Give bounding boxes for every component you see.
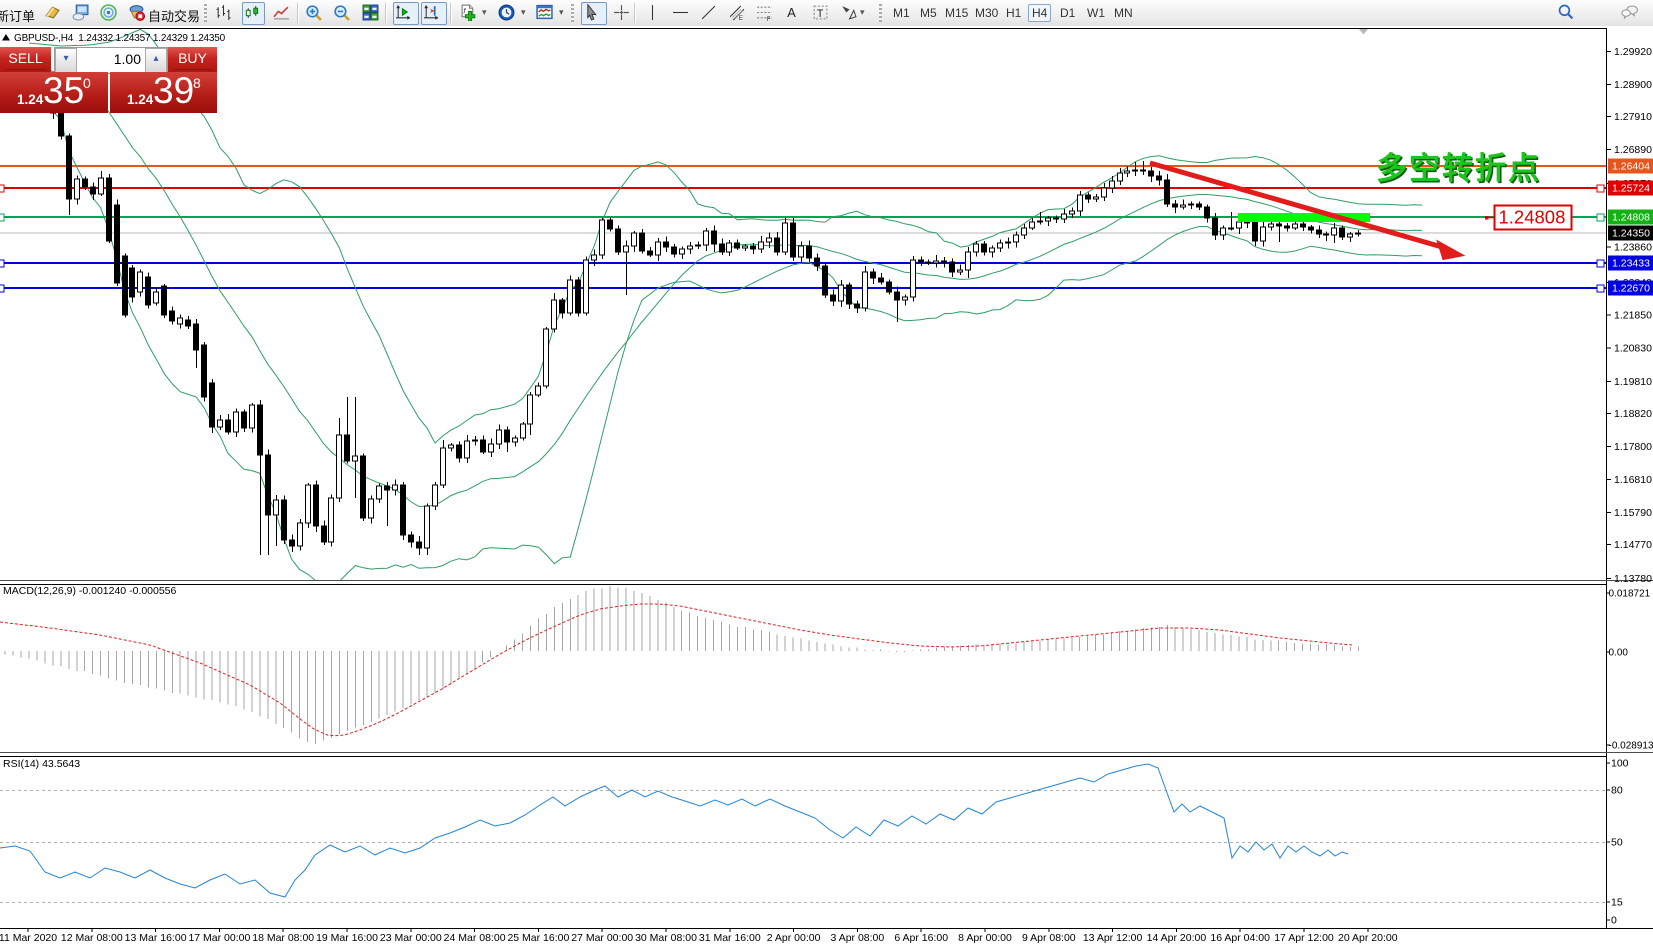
svg-text:1.15790: 1.15790: [1614, 507, 1652, 519]
svg-text:17 Mar 00:00: 17 Mar 00:00: [188, 932, 250, 944]
svg-text:1.29920: 1.29920: [1614, 46, 1652, 58]
svg-text:17 Apr 12:00: 17 Apr 12:00: [1274, 932, 1334, 944]
svg-text:18 Mar 08:00: 18 Mar 08:00: [252, 932, 314, 944]
svg-text:1.24808: 1.24808: [1499, 207, 1566, 228]
svg-text:0.00: 0.00: [1609, 648, 1629, 659]
svg-text:多空转折点: 多空转折点: [1376, 151, 1541, 186]
svg-text:11 Mar 2020: 11 Mar 2020: [0, 932, 57, 944]
svg-text:1.17800: 1.17800: [1614, 441, 1652, 453]
svg-text:20 Apr 20:00: 20 Apr 20:00: [1338, 932, 1398, 944]
svg-text:1.16810: 1.16810: [1614, 474, 1652, 486]
svg-text:F: F: [767, 16, 771, 21]
svg-text:1.27910: 1.27910: [1614, 111, 1652, 123]
svg-text:80: 80: [1611, 785, 1623, 797]
svg-text:1.22670: 1.22670: [1612, 283, 1650, 295]
svg-text:多空转折点: 多空转折点: [1378, 153, 1543, 188]
svg-text:9 Apr 08:00: 9 Apr 08:00: [1022, 932, 1076, 944]
svg-text:14 Apr 20:00: 14 Apr 20:00: [1147, 932, 1207, 944]
svg-text:1.26890: 1.26890: [1614, 144, 1652, 156]
svg-text:E: E: [739, 15, 743, 21]
svg-text:0: 0: [1611, 915, 1617, 927]
svg-text:27 Mar 00:00: 27 Mar 00:00: [571, 932, 633, 944]
svg-text:T: T: [817, 8, 824, 20]
svg-text:0.018721: 0.018721: [1609, 589, 1651, 600]
svg-text:8 Apr 00:00: 8 Apr 00:00: [958, 932, 1012, 944]
svg-text:1.23860: 1.23860: [1614, 242, 1652, 254]
svg-text:25 Mar 16:00: 25 Mar 16:00: [507, 932, 569, 944]
svg-text:1.14770: 1.14770: [1614, 539, 1652, 551]
svg-text:MACD(12,26,9) -0.001240 -0.000: MACD(12,26,9) -0.001240 -0.000556: [3, 585, 177, 597]
svg-text:1.13780: 1.13780: [1614, 573, 1652, 585]
svg-text:13 Apr 12:00: 13 Apr 12:00: [1083, 932, 1143, 944]
svg-text:24 Mar 08:00: 24 Mar 08:00: [444, 932, 506, 944]
svg-text:-0.028913: -0.028913: [1609, 741, 1653, 752]
svg-text:30 Mar 08:00: 30 Mar 08:00: [635, 932, 697, 944]
svg-text:A: A: [787, 5, 796, 20]
svg-text:GBPUSD-,H4 1.24332 1.24357 1.: GBPUSD-,H4 1.24332 1.24357 1.24329 1.243…: [14, 33, 226, 44]
svg-text:1.20830: 1.20830: [1614, 343, 1652, 355]
svg-text:100: 100: [1611, 758, 1629, 770]
svg-text:1.18820: 1.18820: [1614, 408, 1652, 420]
svg-text:15: 15: [1611, 897, 1623, 909]
svg-text:1.23433: 1.23433: [1612, 258, 1650, 270]
svg-text:1.28900: 1.28900: [1614, 79, 1652, 91]
svg-text:1.24350: 1.24350: [1612, 228, 1650, 240]
svg-text:RSI(14) 43.5643: RSI(14) 43.5643: [3, 758, 80, 770]
svg-text:1.24808: 1.24808: [1612, 212, 1650, 224]
svg-text:1.26404: 1.26404: [1612, 161, 1650, 173]
svg-text:6 Apr 16:00: 6 Apr 16:00: [894, 932, 948, 944]
svg-text:1.21850: 1.21850: [1614, 309, 1652, 321]
svg-text:50: 50: [1611, 837, 1623, 849]
svg-text:2 Apr 00:00: 2 Apr 00:00: [767, 932, 821, 944]
svg-text:23 Mar 00:00: 23 Mar 00:00: [380, 932, 442, 944]
svg-text:1.19810: 1.19810: [1614, 376, 1652, 388]
svg-text:16 Apr 04:00: 16 Apr 04:00: [1210, 932, 1270, 944]
svg-text:19 Mar 16:00: 19 Mar 16:00: [316, 932, 378, 944]
svg-text:31 Mar 16:00: 31 Mar 16:00: [699, 932, 761, 944]
svg-text:3 Apr 08:00: 3 Apr 08:00: [831, 932, 885, 944]
svg-text:12 Mar 08:00: 12 Mar 08:00: [61, 932, 123, 944]
svg-text:13 Mar 16:00: 13 Mar 16:00: [125, 932, 187, 944]
svg-text:1.25724: 1.25724: [1612, 183, 1650, 195]
svg-text:f: f: [463, 7, 466, 16]
